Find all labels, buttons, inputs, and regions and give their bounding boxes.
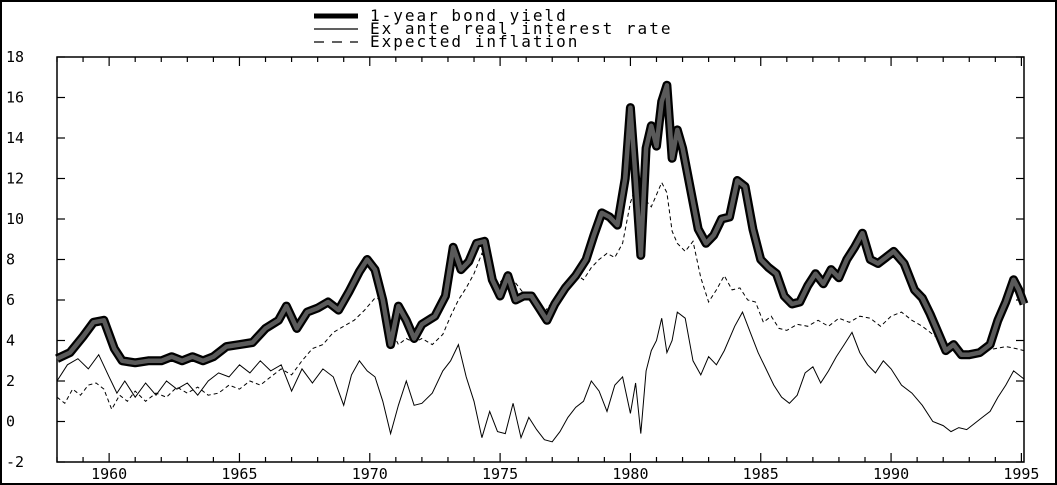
y-tick-label: 12 [6, 170, 24, 188]
legend-label: Ex ante real interest rate [370, 19, 672, 38]
series-line [56, 310, 1025, 443]
y-tick-label: 2 [6, 372, 15, 390]
series-1-year-bond-yield [55, 80, 1029, 368]
x-tick-label: 1970 [352, 465, 388, 483]
x-tick-label: 1995 [1003, 465, 1039, 483]
x-tick-label: 1960 [91, 465, 127, 483]
x-tick-label: 1980 [612, 465, 648, 483]
y-tick-label: 10 [6, 210, 24, 228]
legend-item-ex-ante-real-interest-rate: Ex ante real interest rate [314, 19, 672, 38]
series-ex-ante-real-interest-rate [56, 310, 1025, 443]
y-tick-label: -2 [6, 453, 24, 471]
series-expected-inflation [56, 176, 1025, 411]
x-tick-label: 1990 [873, 465, 909, 483]
series-layer [55, 80, 1029, 443]
axis-tick-labels: -2 0 2 4 6 8 10 12 14 16 18 1960 1965 1970 1975 1980 198… [6, 48, 1039, 483]
x-tick-label: 1975 [482, 465, 518, 483]
y-tick-label: 14 [6, 129, 24, 147]
x-tick-label: 1985 [743, 465, 779, 483]
legend-item-1-year-bond-yield: 1-year bond yield [314, 6, 568, 25]
legend-label: 1-year bond yield [370, 6, 568, 25]
y-tick-label: 16 [6, 89, 24, 107]
legend-label: Expected inflation [370, 32, 579, 51]
y-tick-label: 6 [6, 291, 15, 309]
y-tick-label: 0 [6, 413, 15, 431]
series-line [56, 176, 1025, 411]
y-tick-label: 4 [6, 332, 15, 350]
y-tick-label: 8 [6, 251, 15, 269]
x-tick-label: 1965 [221, 465, 257, 483]
y-tick-label: 18 [6, 48, 24, 66]
legend-item-expected-inflation: Expected inflation [314, 32, 579, 51]
series-line [56, 83, 1027, 366]
